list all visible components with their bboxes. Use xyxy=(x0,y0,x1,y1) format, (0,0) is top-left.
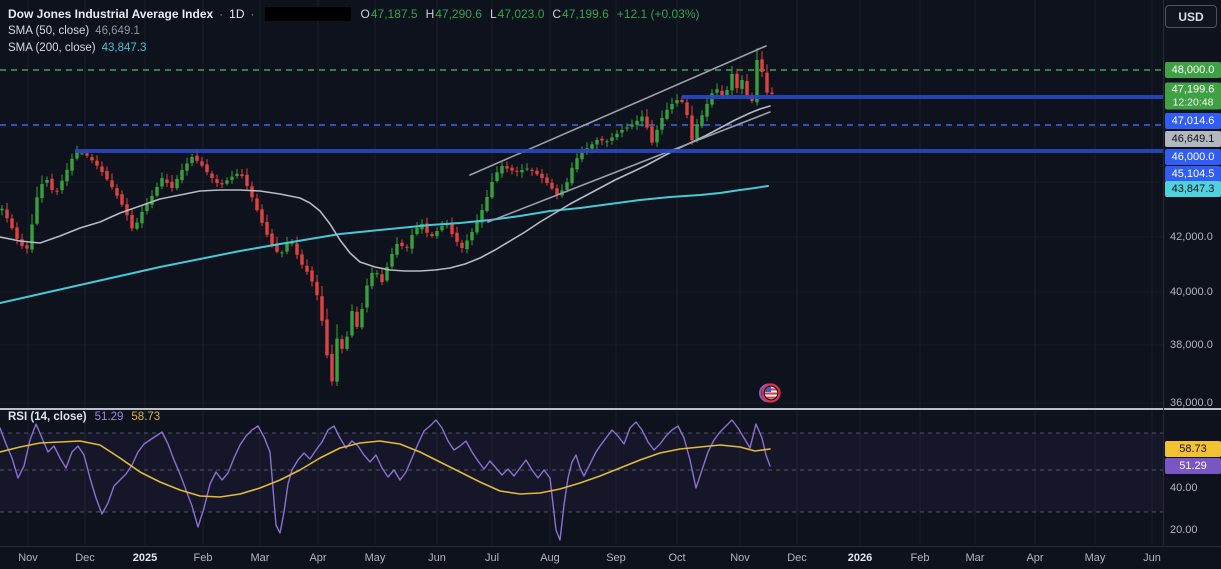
time-axis-month-label: Feb xyxy=(910,552,930,564)
close-value: 47,199.6 xyxy=(562,6,609,21)
sma50-line[interactable] xyxy=(0,105,771,272)
low-label: L xyxy=(489,6,497,21)
sma200-line[interactable] xyxy=(0,185,769,304)
timeframe-label[interactable]: 1D xyxy=(229,6,245,21)
price-scale-label: 42,000.0 xyxy=(1170,231,1213,243)
time-axis-month-label: May xyxy=(364,552,386,564)
price-level-badge: 48,000.0 xyxy=(1165,62,1221,78)
time-axis-month-label: Jun xyxy=(428,552,446,564)
time-axis-month-label: Feb xyxy=(193,552,213,564)
price-scale-label: 40,000.0 xyxy=(1170,286,1213,298)
sma50-legend-row[interactable]: SMA (50, close) 46,649.1 xyxy=(8,22,700,39)
candle-wicks-down xyxy=(6,51,773,386)
rsi-value: 51.29 xyxy=(94,411,124,423)
chart-legend: Dow Jones Industrial Average Index · 1D … xyxy=(8,5,700,56)
sma200-label: SMA (200, close) xyxy=(8,41,96,54)
trendline-lower[interactable] xyxy=(487,111,771,223)
time-axis[interactable]: Nov Dec 2025 Feb Mar Apr May Jun Jul Aug Sep Oct Nov… xyxy=(0,546,1221,569)
open-value: 47,187.5 xyxy=(370,6,418,21)
pane-divider[interactable] xyxy=(0,408,1221,410)
trendline-upper[interactable] xyxy=(469,45,767,176)
time-axis-month-label: Jul xyxy=(484,552,500,564)
close-label: C xyxy=(552,6,562,21)
time-axis-month-label: Dec xyxy=(75,552,95,564)
price-scale-label: 20.00 xyxy=(1170,524,1198,536)
price-level-badge: 58.73 xyxy=(1165,441,1221,457)
price-level-badge: 46,649.1 xyxy=(1165,131,1221,147)
sma50-label: SMA (50, close) xyxy=(8,24,90,37)
separator-dot: · xyxy=(219,6,224,21)
price-level-badge: 47,014.6 xyxy=(1165,113,1221,129)
time-axis-month-label: Dec xyxy=(787,552,807,564)
time-axis-month-label: Nov xyxy=(730,552,750,564)
time-axis-month-label: May xyxy=(1084,552,1106,564)
redacted-exchange-box xyxy=(264,6,351,21)
open-label: O xyxy=(360,6,370,21)
countdown-timer: 12:20:48 xyxy=(1172,96,1214,108)
separator-dot-2: · xyxy=(250,6,255,21)
time-axis-month-label: Oct xyxy=(668,552,686,564)
price-scale-label: 40.00 xyxy=(1170,482,1198,494)
current-price-badge: 47,199.6 12:20:48 xyxy=(1165,82,1221,110)
time-axis-month-label: Aug xyxy=(540,552,560,564)
time-axis-month-label: Mar xyxy=(965,552,985,564)
sma200-legend-row[interactable]: SMA (200, close) 43,847.3 xyxy=(8,39,700,56)
time-axis-year-label: 2026 xyxy=(847,552,873,564)
us-flag-event-icon[interactable] xyxy=(759,383,781,403)
time-axis-month-label: Apr xyxy=(1026,552,1044,564)
price-scale[interactable]: 42,000.0 40,000.0 38,000.0 36,000.0 40.00 20.… xyxy=(1163,0,1221,545)
price-level-badge: 43,847.3 xyxy=(1165,181,1221,197)
currency-usd-button[interactable]: USD xyxy=(1165,5,1217,28)
rsi-label: RSI (14, close) xyxy=(8,411,87,423)
ohlc-values: O47,187.5 H47,290.6 L47,023.0 C47,199.6 xyxy=(361,7,609,21)
low-value: 47,023.0 xyxy=(497,6,545,21)
price-level-badge: 51.29 xyxy=(1165,458,1221,474)
time-axis-year-label: 2025 xyxy=(132,552,158,564)
time-axis-month-label: Apr xyxy=(309,552,327,564)
time-axis-month-label: Sep xyxy=(606,552,626,564)
price-level-badge: 45,104.5 xyxy=(1165,166,1221,182)
price-scale-label: 36,000.0 xyxy=(1170,397,1213,409)
high-label: H xyxy=(425,6,435,21)
time-axis-month-label: Nov xyxy=(18,552,38,564)
sma50-value: 46,649.1 xyxy=(95,24,140,37)
time-axis-month-label: Mar xyxy=(250,552,270,564)
change-value: +12.1 (+0.03%) xyxy=(616,6,700,21)
price-level-badge: 46,000.0 xyxy=(1165,149,1221,165)
rsi-legend-row[interactable]: RSI (14, close) 51.29 58.73 xyxy=(8,411,160,423)
price-scale-label: 38,000.0 xyxy=(1170,339,1213,351)
symbol-title[interactable]: Dow Jones Industrial Average Index xyxy=(8,6,214,21)
rsi-ma-value: 58.73 xyxy=(131,411,161,423)
rsi-ma-line[interactable] xyxy=(0,440,771,498)
sma200-value: 43,847.3 xyxy=(101,41,147,54)
candle-bodies-up xyxy=(0,60,759,382)
candle-bodies-down xyxy=(5,59,774,382)
symbol-legend-row: Dow Jones Industrial Average Index · 1D … xyxy=(8,5,700,22)
time-axis-month-label: Jun xyxy=(1143,552,1161,564)
high-value: 47,290.6 xyxy=(435,6,482,21)
rsi-line[interactable] xyxy=(0,419,771,541)
